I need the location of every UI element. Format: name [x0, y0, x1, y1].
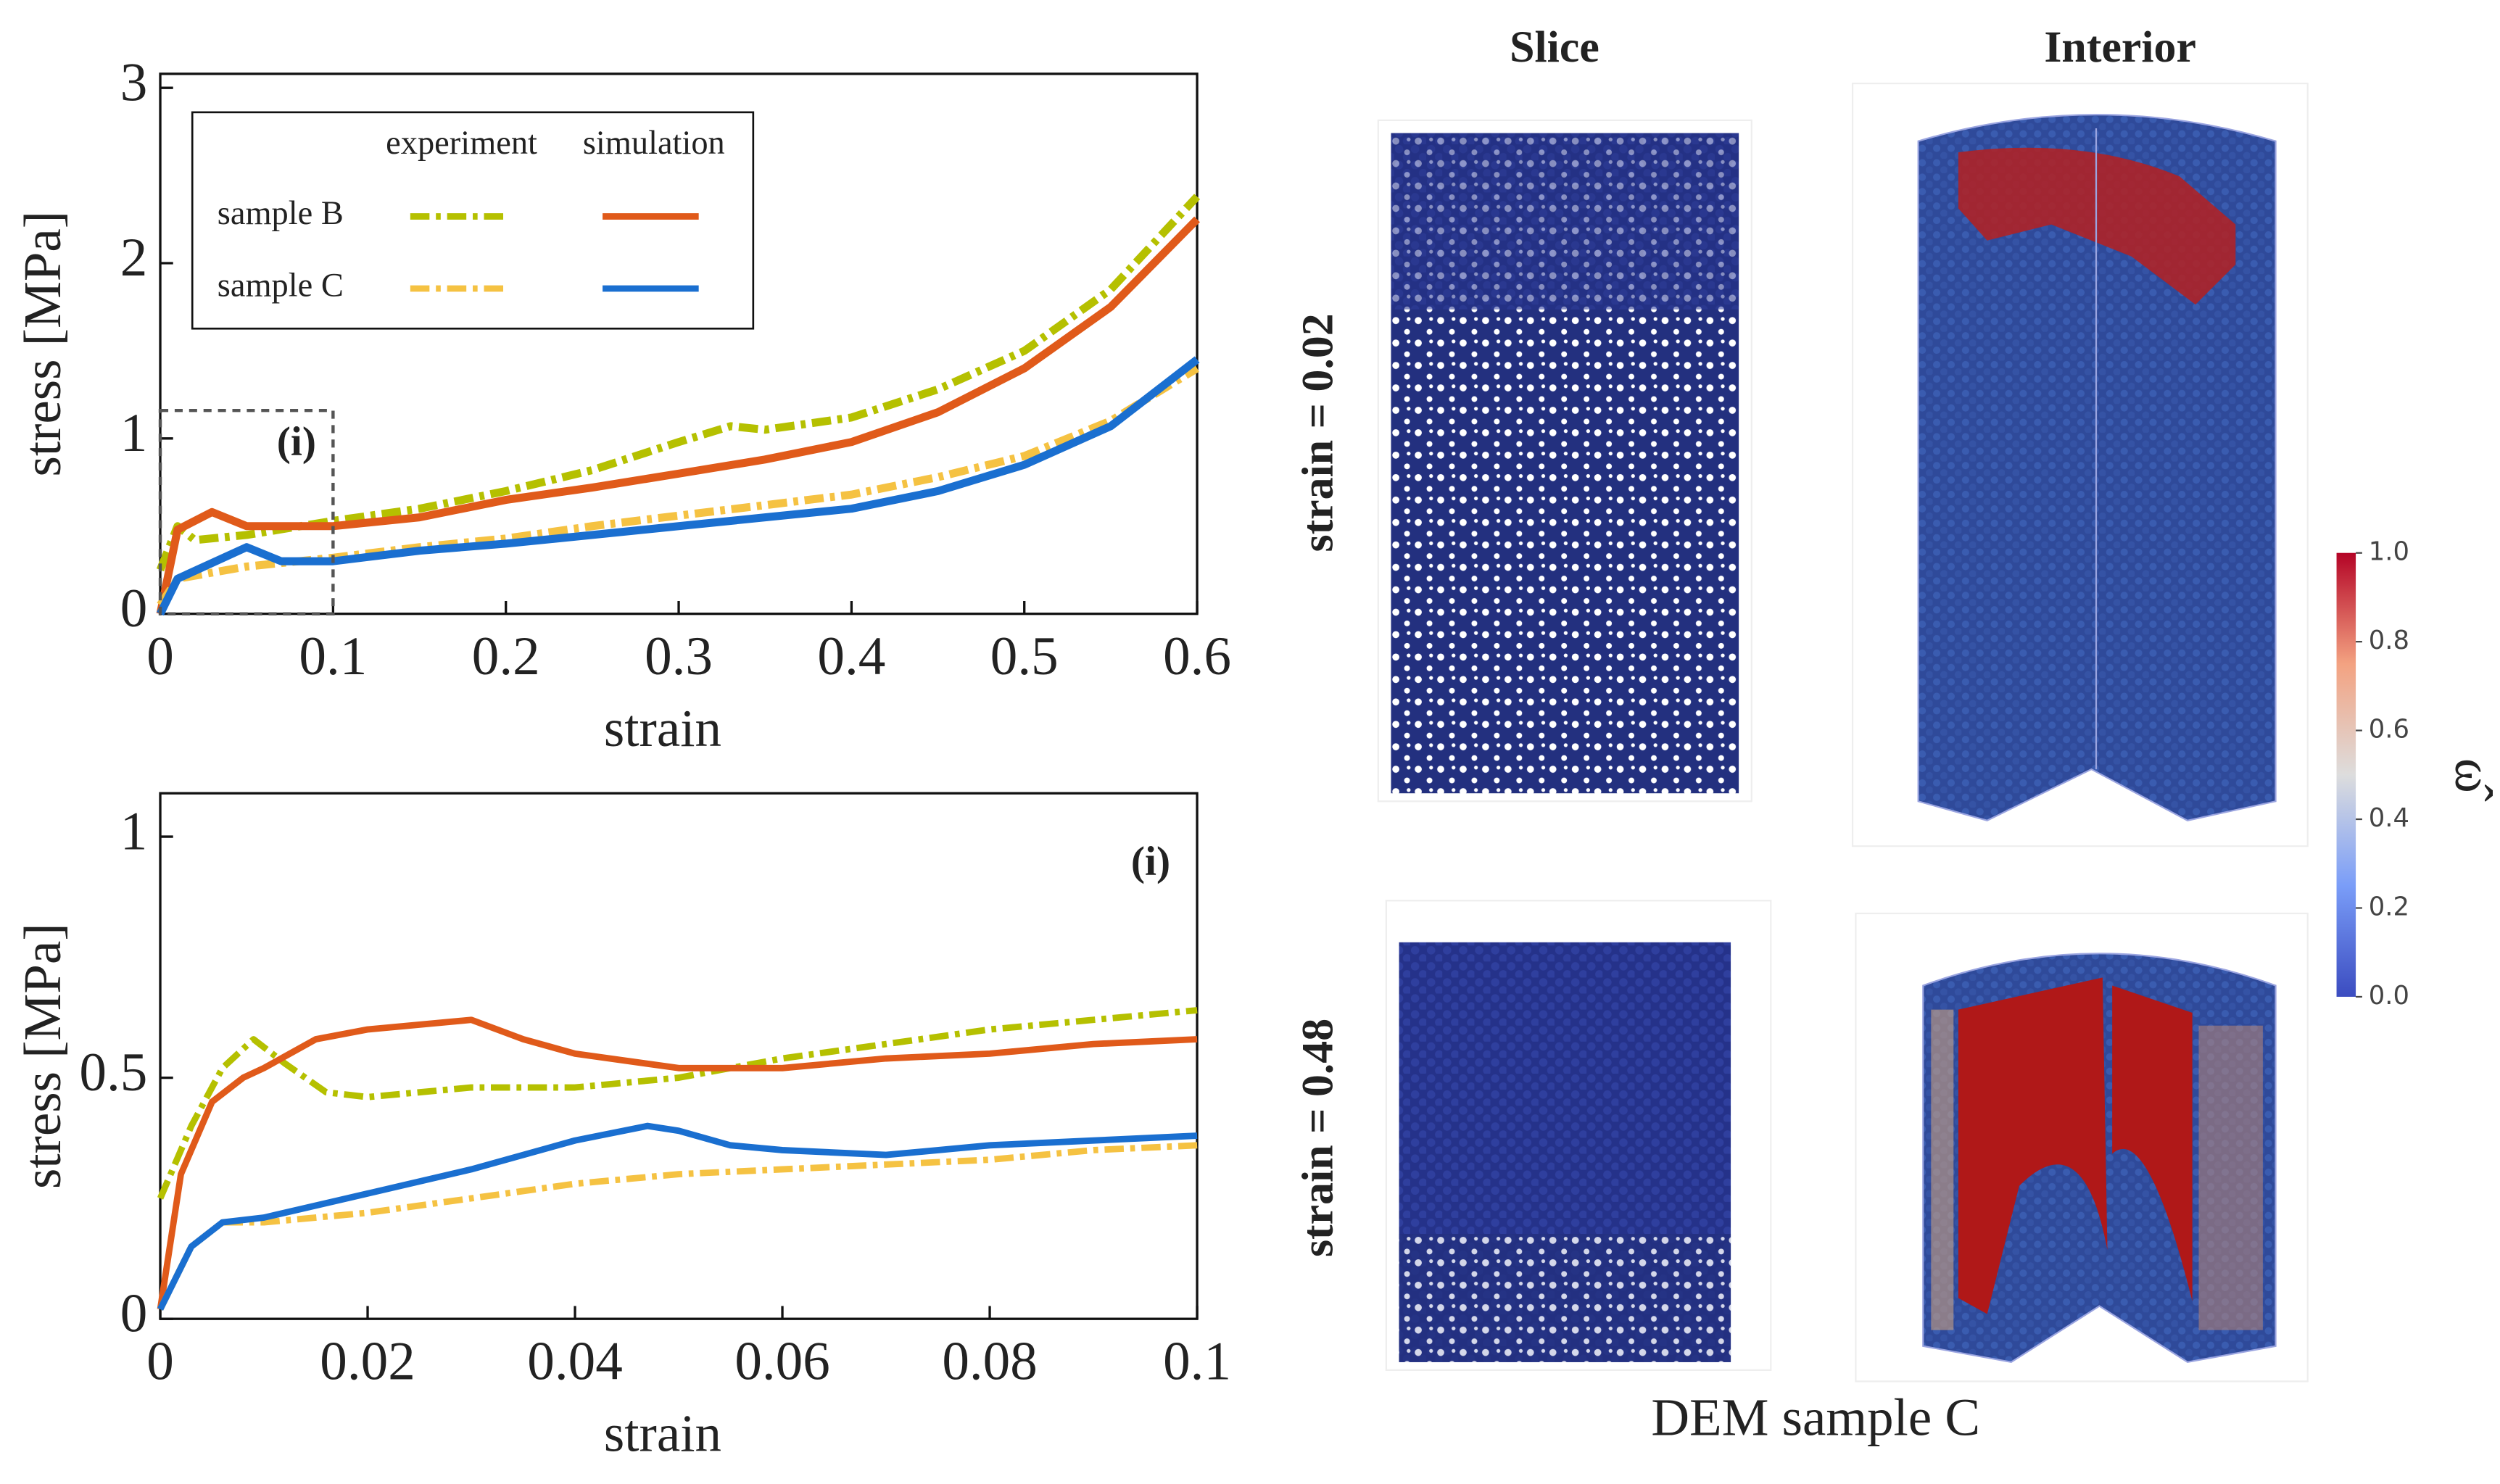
x-tick-label: 0.4	[817, 626, 885, 687]
x-tick-label: 0.08	[942, 1332, 1037, 1392]
y-axis-label: stress [MPa]	[13, 923, 72, 1189]
slice-image	[1391, 133, 1739, 310]
row-header: strain = 0.02	[1294, 313, 1343, 552]
x-axis-label: strain	[604, 699, 721, 758]
x-tick-label: 0.5	[990, 626, 1059, 687]
column-header: Interior	[2044, 22, 2196, 72]
series-line	[156, 194, 1201, 572]
row-header: strain = 0.48	[1294, 1019, 1343, 1257]
colorbar-tick-label: 0.6	[2369, 715, 2409, 745]
y-axis-label: stress [MPa]	[13, 211, 72, 477]
legend-header: experiment	[386, 125, 537, 162]
damage-region	[2198, 1025, 2263, 1330]
image-frame	[1851, 82, 2309, 847]
x-tick-label: 0.3	[645, 626, 713, 687]
colorbar-tick-label: 0.0	[2369, 981, 2409, 1011]
colorbar-tick-label: 1.0	[2369, 537, 2409, 567]
x-tick-label: 0.1	[299, 626, 367, 687]
y-tick-label: 2	[120, 228, 148, 288]
image-frame	[1385, 900, 1772, 1372]
x-axis-label: strain	[604, 1404, 721, 1463]
legend-box	[191, 111, 755, 330]
plot-frame	[159, 792, 1199, 1320]
image-frame	[1855, 912, 2309, 1383]
x-tick-label: 0.1	[1163, 1332, 1231, 1392]
damage-region	[2112, 985, 2193, 1301]
image-frame	[1377, 119, 1752, 803]
series-line	[157, 1007, 1198, 1200]
caption: DEM sample C	[1651, 1388, 1980, 1447]
colorbar-tick-label: 0.2	[2369, 892, 2409, 921]
column-header: Slice	[1510, 22, 1599, 72]
annotation: (i)	[277, 419, 316, 465]
series-line	[157, 1142, 1198, 1311]
x-tick-label: 0.02	[320, 1332, 415, 1392]
y-tick-label: 0.5	[79, 1042, 147, 1103]
x-tick-label: 0.06	[734, 1332, 829, 1392]
colorbar-tick-label: 0.8	[2369, 626, 2409, 655]
damage-region	[1931, 1009, 1954, 1330]
series-line	[157, 365, 1199, 608]
x-tick-label: 0	[146, 626, 174, 687]
colorbar-label: ω̂	[2444, 758, 2500, 802]
y-tick-label: 0	[120, 1283, 148, 1343]
colorbar-tick-label: 0.4	[2369, 803, 2409, 833]
damage-region	[1958, 977, 2108, 1314]
x-tick-label: 0.04	[527, 1332, 622, 1392]
slice-image	[1399, 1234, 1731, 1362]
legend-label: sample C	[218, 268, 344, 304]
annotation: (i)	[1131, 839, 1170, 884]
series-line	[156, 216, 1200, 615]
series-line	[157, 1122, 1198, 1311]
legend-header: simulation	[583, 125, 725, 162]
y-tick-label: 1	[120, 801, 148, 861]
image-panel	[1377, 82, 2309, 1383]
series-line	[157, 1016, 1198, 1310]
y-tick-label: 3	[120, 52, 148, 112]
x-tick-label: 0.6	[1163, 626, 1231, 687]
inset-box	[158, 408, 335, 615]
series-line	[157, 356, 1200, 616]
y-tick-label: 1	[120, 403, 148, 463]
y-tick-label: 0	[120, 579, 148, 639]
x-tick-label: 0.2	[472, 626, 540, 687]
legend-label: sample B	[218, 195, 344, 232]
x-tick-label: 0	[146, 1332, 174, 1392]
colorbar	[2336, 552, 2356, 997]
